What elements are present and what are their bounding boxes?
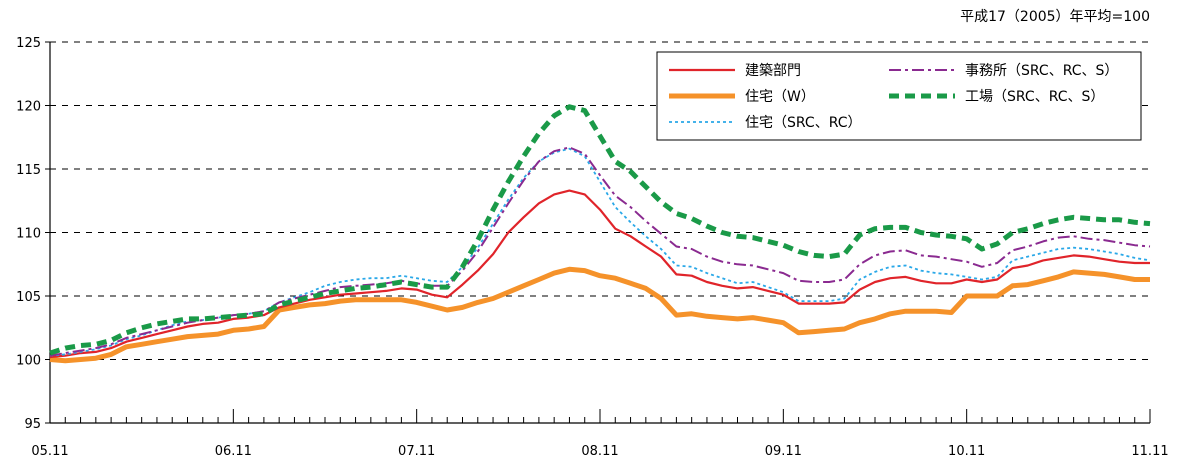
x-tick-label: 05.11 xyxy=(31,444,68,459)
x-tick-label: 07.11 xyxy=(398,444,435,459)
series-line-3 xyxy=(49,146,1151,357)
legend-label-2: 住宅（SRC、RC） xyxy=(745,115,862,131)
x-tick-label: 10.11 xyxy=(948,444,985,459)
x-tick-label: 09.11 xyxy=(765,444,802,459)
x-tick-label: 11.11 xyxy=(1131,444,1168,459)
y-tick-label: 120 xyxy=(16,100,41,115)
y-tick-label: 100 xyxy=(16,354,41,369)
y-tick-label: 105 xyxy=(16,290,41,305)
y-tick-label: 95 xyxy=(24,417,41,432)
y-tick-label: 115 xyxy=(16,163,41,178)
base-note: 平成17（2005）年平均=100 xyxy=(960,9,1150,25)
series-line-2 xyxy=(49,147,1151,357)
legend-label-3: 事務所（SRC、RC、S） xyxy=(965,63,1118,79)
legend-label-0: 建築部門 xyxy=(745,63,801,79)
y-tick-label: 110 xyxy=(16,227,41,242)
series-line-1 xyxy=(49,266,1150,364)
x-axis: 05.11 06.11 07.11 08.11 09.11 10.11 11.11 xyxy=(31,409,1169,459)
legend-label-4: 工場（SRC、RC、S） xyxy=(965,89,1104,105)
x-tick-label: 06.11 xyxy=(215,444,252,459)
grid-lines xyxy=(50,41,1150,360)
x-tick-label: 08.11 xyxy=(581,444,618,459)
legend-label-1: 住宅（W） xyxy=(745,89,815,105)
y-tick-label: 125 xyxy=(16,36,41,51)
series-line-0 xyxy=(49,189,1150,359)
series-line-4 xyxy=(49,104,1151,356)
series-layer xyxy=(49,104,1151,364)
y-axis: 95 100 105 110 115 120 125 xyxy=(16,36,51,432)
